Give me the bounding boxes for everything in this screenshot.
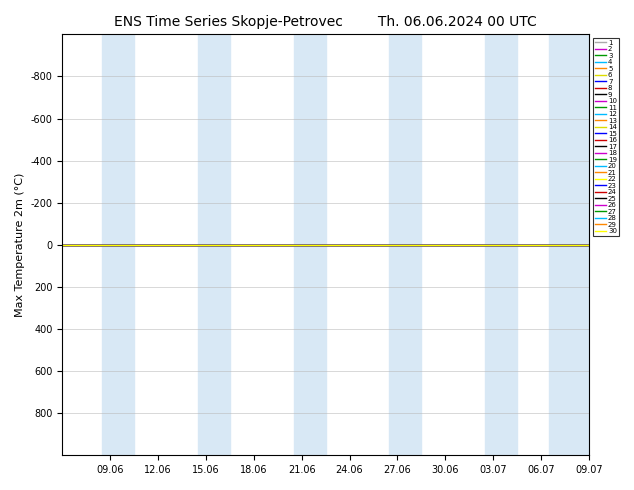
Bar bbox=[102, 34, 134, 455]
Bar bbox=[549, 34, 589, 455]
Bar bbox=[389, 34, 422, 455]
Bar bbox=[294, 34, 326, 455]
Bar bbox=[485, 34, 517, 455]
Y-axis label: Max Temperature 2m (°C): Max Temperature 2m (°C) bbox=[15, 172, 25, 317]
Title: ENS Time Series Skopje-Petrovec        Th. 06.06.2024 00 UTC: ENS Time Series Skopje-Petrovec Th. 06.0… bbox=[114, 15, 537, 29]
Legend: 1, 2, 3, 4, 5, 6, 7, 8, 9, 10, 11, 12, 13, 14, 15, 16, 17, 18, 19, 20, 21, 22, 2: 1, 2, 3, 4, 5, 6, 7, 8, 9, 10, 11, 12, 1… bbox=[593, 38, 619, 236]
Bar bbox=[198, 34, 230, 455]
